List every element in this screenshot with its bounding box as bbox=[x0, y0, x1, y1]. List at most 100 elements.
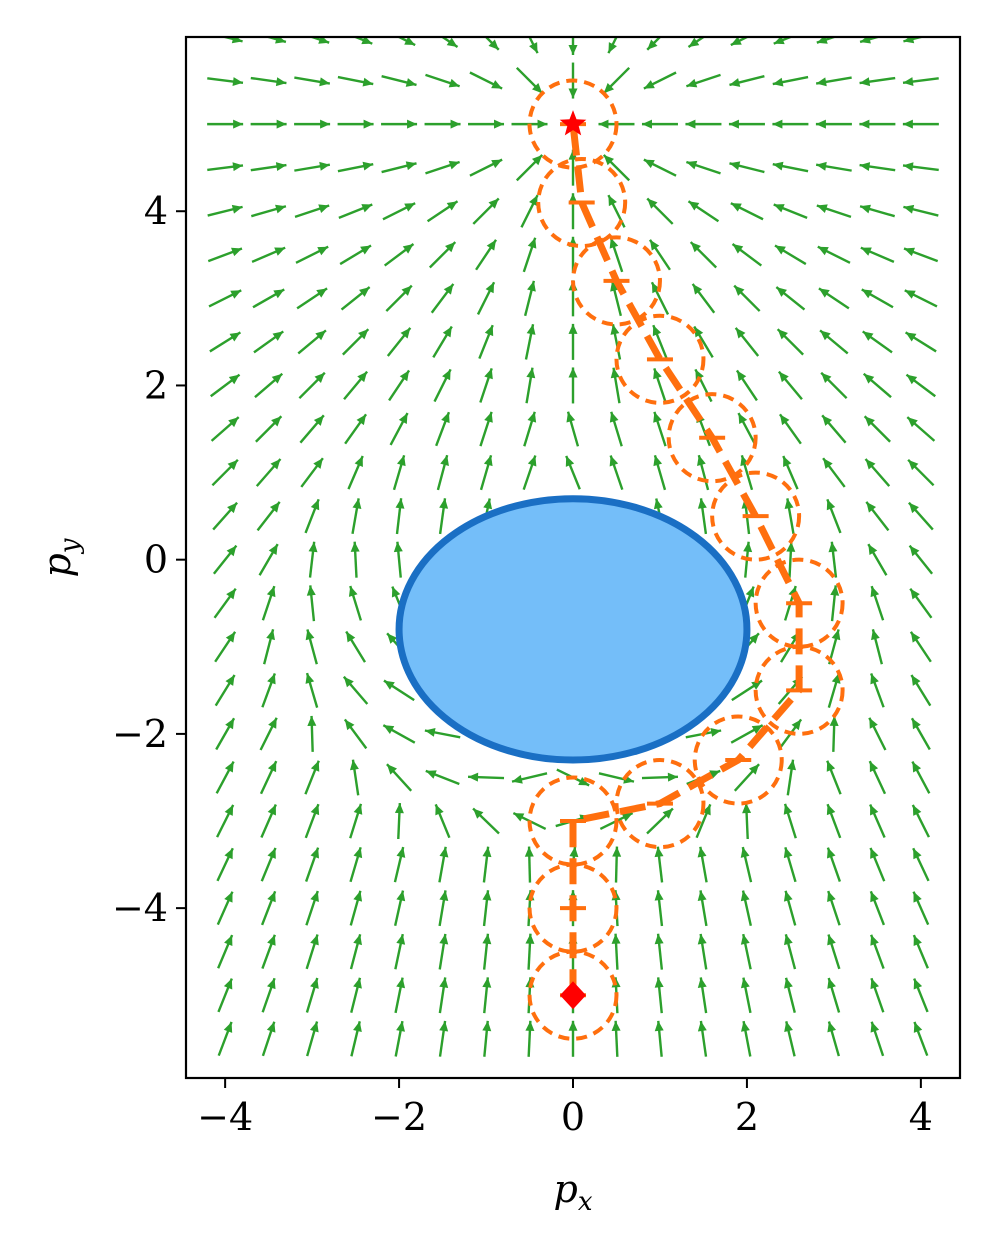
field-arrow bbox=[212, 501, 238, 531]
field-arrow bbox=[827, 934, 841, 970]
field-arrow bbox=[685, 119, 722, 129]
field-arrow bbox=[522, 237, 537, 273]
field-arrow bbox=[864, 458, 891, 487]
trajectory-circle bbox=[536, 156, 628, 249]
field-arrow bbox=[215, 761, 235, 794]
field-arrow bbox=[260, 890, 277, 926]
field-arrow bbox=[306, 585, 316, 622]
field-arrow bbox=[210, 373, 241, 398]
field-arrow bbox=[252, 288, 285, 309]
field-arrow bbox=[528, 37, 539, 54]
field-arrow bbox=[685, 73, 721, 88]
field-arrow bbox=[254, 372, 284, 399]
field-arrow bbox=[394, 1020, 405, 1057]
field-arrow bbox=[255, 415, 283, 443]
field-arrow bbox=[294, 204, 330, 219]
field-arrow bbox=[566, 411, 580, 447]
field-arrow bbox=[435, 411, 451, 447]
field-arrow bbox=[909, 631, 932, 663]
field-arrow bbox=[904, 289, 938, 308]
field-arrow bbox=[523, 280, 536, 317]
field-arrow bbox=[568, 367, 578, 404]
field-arrow bbox=[438, 846, 449, 883]
field-arrow bbox=[393, 890, 406, 926]
field-arrow bbox=[734, 327, 760, 357]
field-arrow bbox=[650, 281, 670, 315]
field-arrow bbox=[730, 37, 750, 47]
start-marker bbox=[560, 981, 586, 1010]
field-arrow bbox=[869, 804, 886, 838]
field-arrow bbox=[815, 161, 852, 172]
field-arrow bbox=[339, 244, 372, 266]
field-arrow bbox=[395, 498, 405, 535]
field-arrow bbox=[609, 411, 623, 447]
field-arrow bbox=[468, 772, 505, 782]
field-arrow bbox=[643, 71, 677, 90]
field-arrow bbox=[697, 890, 708, 927]
field-arrow bbox=[215, 717, 236, 751]
trajectory-circle bbox=[614, 758, 706, 850]
trajectory-circle bbox=[666, 392, 758, 484]
field-arrow bbox=[685, 160, 721, 175]
trajectory-layer bbox=[527, 78, 845, 1041]
field-arrow bbox=[697, 1020, 708, 1057]
field-arrow bbox=[907, 458, 935, 487]
field-arrow bbox=[870, 673, 885, 708]
field-arrow bbox=[776, 328, 804, 356]
field-arrow bbox=[870, 585, 885, 621]
field-arrow bbox=[773, 37, 794, 45]
field-arrow bbox=[697, 498, 708, 535]
field-arrow bbox=[786, 759, 797, 796]
field-arrow bbox=[772, 119, 809, 129]
field-arrow bbox=[343, 370, 369, 401]
trajectory-circle bbox=[571, 235, 662, 327]
field-arrow bbox=[775, 286, 806, 311]
field-arrow bbox=[472, 807, 500, 835]
field-arrow bbox=[903, 204, 939, 217]
field-arrow bbox=[784, 498, 795, 535]
field-arrow bbox=[438, 933, 449, 970]
field-arrow bbox=[349, 846, 363, 883]
field-arrow bbox=[565, 455, 581, 490]
field-arrow bbox=[261, 934, 276, 969]
field-arrow bbox=[250, 119, 287, 129]
field-arrow bbox=[394, 802, 404, 840]
field-arrow bbox=[862, 372, 892, 399]
field-arrow bbox=[643, 158, 677, 177]
field-arrow bbox=[772, 75, 809, 87]
y-tick-label: 4 bbox=[144, 189, 168, 233]
field-arrow bbox=[911, 804, 930, 838]
field-arrow bbox=[783, 890, 797, 926]
field-arrow bbox=[827, 672, 841, 708]
x-axis-label-base: p bbox=[554, 1167, 578, 1211]
field-arrow bbox=[867, 543, 888, 576]
field-arrow bbox=[742, 802, 752, 840]
field-arrow bbox=[304, 760, 320, 795]
field-arrow bbox=[820, 371, 848, 400]
x-tick-label: 0 bbox=[561, 1095, 585, 1139]
field-arrow bbox=[472, 197, 500, 225]
field-arrow bbox=[693, 325, 714, 358]
field-arrow bbox=[337, 75, 374, 87]
field-arrow bbox=[568, 193, 578, 230]
field-arrow bbox=[730, 724, 764, 744]
field-arrow bbox=[216, 847, 234, 882]
x-tick-label: 4 bbox=[909, 1095, 933, 1139]
field-arrow bbox=[697, 933, 708, 970]
field-arrow bbox=[482, 846, 492, 883]
field-arrow bbox=[382, 724, 416, 744]
field-arrow bbox=[822, 457, 846, 488]
field-arrow bbox=[297, 329, 327, 355]
field-arrow bbox=[737, 412, 757, 446]
y-tick-label: −4 bbox=[112, 886, 168, 930]
field-arrow bbox=[305, 629, 318, 665]
field-arrow bbox=[524, 846, 534, 883]
field-arrow bbox=[258, 543, 279, 576]
field-arrow bbox=[256, 501, 281, 532]
field-arrow bbox=[210, 416, 240, 442]
field-arrow bbox=[428, 241, 457, 269]
field-arrow bbox=[609, 237, 624, 273]
field-arrow bbox=[610, 324, 622, 360]
field-arrow bbox=[343, 718, 368, 750]
field-arrow bbox=[207, 204, 243, 217]
